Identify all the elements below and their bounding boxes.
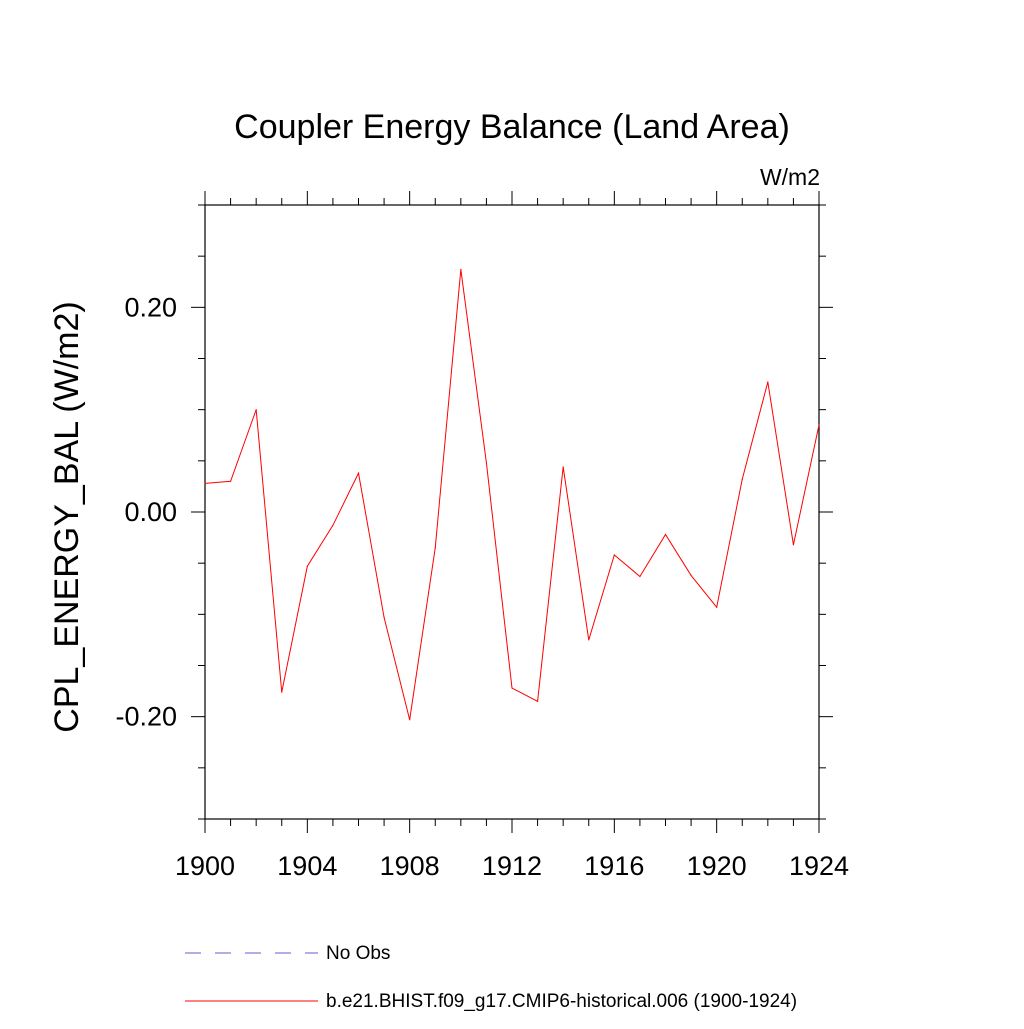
data-point [255, 409, 257, 411]
data-point [281, 691, 283, 693]
data-point [383, 616, 385, 619]
data-point [536, 700, 539, 702]
units-label: W/m2 [760, 164, 820, 190]
data-point [792, 544, 795, 546]
x-tick-label: 1920 [687, 851, 747, 881]
y-tick-label: 0.00 [124, 497, 177, 527]
axis-tick-labels: 1900 1904 1908 1912 1916 1920 1924 -0.20 0.00 0.2… [115, 292, 849, 881]
data-point [818, 424, 820, 426]
plot-frame [204, 204, 820, 820]
data-point [409, 719, 411, 721]
y-axis-label: CPL_ENERGY_BAL (W/m2) [48, 301, 86, 732]
data-point [639, 575, 641, 578]
x-tick-label: 1904 [277, 851, 337, 881]
data-point [434, 547, 436, 549]
data-point [332, 524, 334, 526]
y-tick-label: 0.20 [124, 292, 177, 322]
legend: No Obs b.e21.BHIST.f09_g17.CMIP6-histori… [185, 943, 797, 1012]
data-point [613, 554, 615, 556]
data-point [511, 687, 513, 689]
data-point [204, 482, 206, 484]
axis-ticks [191, 191, 833, 833]
data-point [767, 381, 769, 383]
data-point [664, 533, 667, 536]
data-point [229, 480, 232, 482]
series-group [204, 268, 820, 721]
x-tick-label: 1924 [789, 851, 849, 881]
data-point [741, 478, 743, 480]
data-point [716, 606, 718, 608]
x-tick-label: 1916 [584, 851, 644, 881]
data-point [460, 268, 462, 271]
data-point [588, 639, 590, 641]
chart-title: Coupler Energy Balance (Land Area) [234, 108, 790, 146]
data-point [562, 466, 564, 468]
x-tick-label: 1912 [482, 851, 542, 881]
y-tick-label: -0.20 [115, 702, 177, 732]
data-point [306, 565, 308, 567]
data-point [485, 462, 488, 464]
data-point [690, 574, 692, 577]
series-line [204, 269, 820, 720]
x-tick-label: 1900 [175, 851, 235, 881]
legend-label-model: b.e21.BHIST.f09_g17.CMIP6-historical.006… [326, 991, 797, 1012]
legend-label-obs: No Obs [326, 943, 390, 964]
data-point [357, 472, 360, 474]
x-tick-label: 1908 [380, 851, 440, 881]
